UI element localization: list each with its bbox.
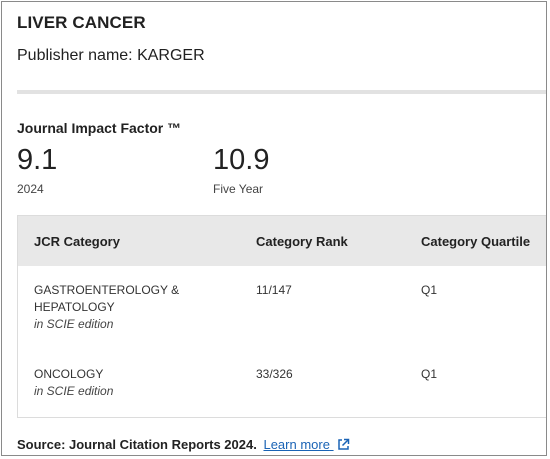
category-edition: in SCIE edition	[34, 384, 114, 398]
jcr-category-table: JCR Category Category Rank Category Quar…	[17, 215, 546, 418]
category-rank: 11/147	[256, 283, 292, 297]
category-cell: ONCOLOGY in SCIE edition	[34, 366, 184, 400]
external-link-icon	[337, 438, 350, 454]
category-quartile: Q1	[421, 283, 438, 297]
journal-title: LIVER CANCER	[17, 13, 146, 32]
header-category-rank: Category Rank	[256, 234, 348, 249]
category-quartile: Q1	[421, 367, 438, 381]
learn-more-link[interactable]: Learn more	[263, 437, 349, 452]
impact-factor-year: 2024	[17, 182, 44, 196]
five-year-impact-caption: Five Year	[213, 182, 264, 196]
publisher-name: Publisher name: KARGER	[17, 47, 205, 64]
section-divider	[17, 90, 546, 94]
header-category-quartile: Category Quartile	[421, 234, 531, 249]
impact-factor-value: 9.1	[17, 144, 58, 176]
category-name: ONCOLOGY	[34, 367, 104, 381]
category-edition: in SCIE edition	[34, 317, 114, 331]
category-cell: GASTROENTEROLOGY & HEPATOLOGY in SCIE ed…	[34, 282, 184, 333]
source-text: Source: Journal Citation Reports 2024.	[17, 437, 257, 452]
header-jcr-category: JCR Category	[34, 234, 120, 249]
source-line: Source: Journal Citation Reports 2024. L…	[17, 437, 350, 454]
learn-more-label: Learn more	[263, 437, 330, 452]
five-year-impact-value: 10.9	[213, 144, 270, 176]
category-name: GASTROENTEROLOGY & HEPATOLOGY	[34, 283, 180, 314]
table-header: JCR Category Category Rank Category Quar…	[18, 216, 546, 266]
impact-factor-label: Journal Impact Factor ™	[17, 120, 182, 136]
category-rank: 33/326	[256, 367, 293, 381]
